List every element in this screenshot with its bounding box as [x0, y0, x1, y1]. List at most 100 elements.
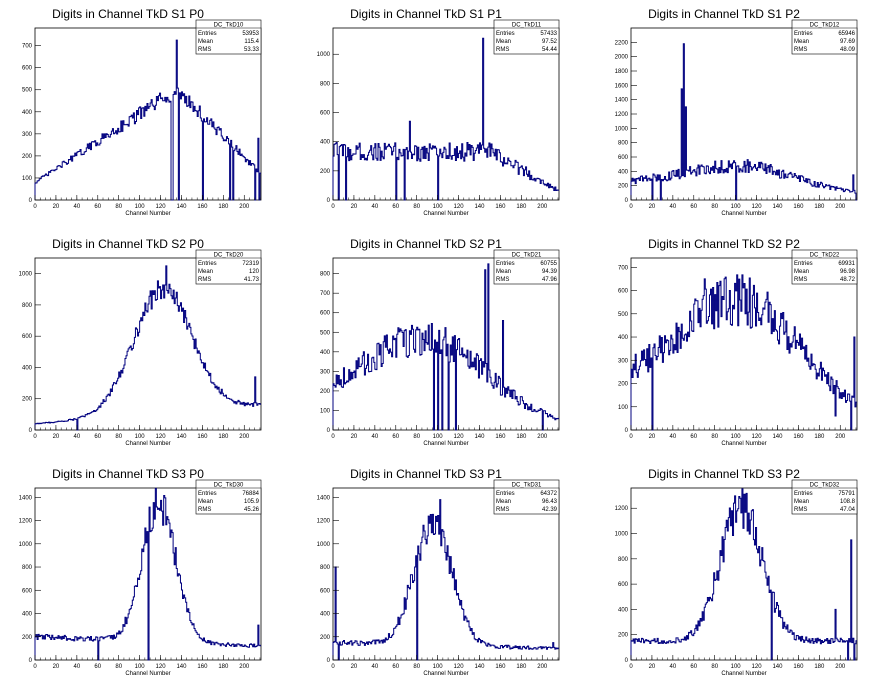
- stats-key: RMS: [198, 47, 211, 53]
- x-tick-label: 140: [772, 204, 783, 210]
- y-tick-label: 400: [320, 140, 331, 146]
- plot-frame: [34, 27, 262, 201]
- x-tick-label: 180: [218, 204, 229, 210]
- plot-frame: [630, 257, 858, 431]
- x-tick-label: 60: [94, 204, 101, 210]
- stats-key: Entries: [198, 31, 217, 37]
- stats-key: RMS: [496, 507, 509, 513]
- y-tick-label: 1400: [19, 495, 33, 501]
- x-tick-label: 80: [711, 664, 718, 670]
- x-tick-label: 100: [135, 204, 146, 210]
- x-axis-label: Channel Number: [423, 211, 468, 217]
- x-tick-label: 180: [218, 664, 229, 670]
- histogram-line: [332, 499, 559, 661]
- y-tick-label: 1200: [615, 506, 629, 512]
- x-tick-label: 120: [156, 434, 167, 440]
- plot-frame: [34, 257, 262, 431]
- x-tick-label: 20: [649, 664, 656, 670]
- y-tick-label: 600: [320, 588, 331, 594]
- x-tick-label: 0: [331, 434, 335, 440]
- x-tick-label: 120: [156, 204, 167, 210]
- x-tick-label: 160: [793, 434, 804, 440]
- y-tick-label: 600: [22, 66, 33, 72]
- stats-name: DC_TkD32: [810, 483, 840, 489]
- y-tick-label: 200: [320, 389, 331, 395]
- x-tick-label: 200: [835, 434, 846, 440]
- x-tick-label: 60: [690, 434, 697, 440]
- x-tick-label: 40: [670, 664, 677, 670]
- histogram-pad-6: Digits in Channel TkD S2 P2 0 20 40 60 80 100 1…: [596, 230, 894, 458]
- histogram-svg: Digits in Channel TkD S3 P0 0 20 40 60 80 100 1…: [19, 467, 262, 677]
- x-axis-label: Channel Number: [125, 671, 170, 677]
- y-tick-label: 200: [618, 633, 629, 639]
- y-tick-label: 100: [320, 408, 331, 414]
- stats-value: 105.9: [244, 499, 260, 505]
- x-tick-label: 180: [516, 204, 527, 210]
- stats-value: 65946: [838, 31, 855, 37]
- plot-title: Digits in Channel TkD S1 P0: [52, 7, 204, 21]
- histogram-line: [332, 263, 559, 431]
- x-tick-label: 160: [197, 204, 208, 210]
- stats-name: DC_TkD20: [214, 253, 244, 259]
- stats-value: 45.26: [244, 507, 260, 513]
- x-tick-label: 120: [752, 664, 763, 670]
- y-tick-label: 600: [618, 582, 629, 588]
- stats-key: Mean: [496, 499, 511, 505]
- stats-value: 41.73: [244, 277, 260, 283]
- y-tick-label: 400: [22, 110, 33, 116]
- x-tick-label: 20: [649, 204, 656, 210]
- stats-value: 75791: [838, 491, 855, 497]
- x-tick-label: 160: [495, 434, 506, 440]
- x-tick-label: 100: [731, 434, 742, 440]
- x-tick-label: 0: [331, 204, 335, 210]
- x-tick-label: 140: [772, 434, 783, 440]
- x-axis-label: Channel Number: [125, 441, 170, 447]
- stats-value: 97.69: [840, 39, 856, 45]
- x-tick-label: 200: [537, 664, 548, 670]
- x-tick-label: 100: [731, 664, 742, 670]
- y-tick-label: 1400: [615, 98, 629, 104]
- y-tick-label: 200: [22, 635, 33, 641]
- stats-name: DC_TkD12: [810, 23, 840, 29]
- plot-title: Digits in Channel TkD S1 P2: [648, 7, 800, 21]
- y-tick-label: 0: [29, 658, 33, 664]
- stats-key: Mean: [794, 499, 809, 505]
- y-tick-label: 400: [618, 607, 629, 613]
- y-tick-label: 0: [625, 658, 629, 664]
- y-tick-label: 0: [29, 198, 33, 204]
- x-tick-label: 140: [474, 204, 485, 210]
- y-tick-label: 800: [618, 557, 629, 563]
- stats-name: DC_TkD30: [214, 483, 244, 489]
- y-tick-label: 500: [22, 88, 33, 94]
- stats-key: RMS: [198, 277, 211, 283]
- y-tick-label: 0: [327, 428, 331, 434]
- y-tick-label: 0: [29, 428, 33, 434]
- histogram-pad-8: Digits in Channel TkD S3 P1 0 20 40 60 80 100 1…: [298, 460, 596, 688]
- y-tick-label: 800: [320, 272, 331, 278]
- histogram-line: [34, 265, 261, 431]
- y-tick-label: 400: [320, 350, 331, 356]
- x-tick-label: 40: [74, 204, 81, 210]
- plot-title: Digits in Channel TkD S3 P1: [350, 467, 502, 481]
- stats-key: RMS: [496, 47, 509, 53]
- y-tick-label: 100: [22, 176, 33, 182]
- histogram-svg: Digits in Channel TkD S3 P2 0 20 40 60 80 100 1…: [615, 467, 858, 677]
- y-tick-label: 400: [320, 612, 331, 618]
- x-tick-label: 160: [793, 664, 804, 670]
- y-tick-label: 400: [618, 335, 629, 341]
- y-tick-label: 800: [22, 303, 33, 309]
- x-tick-label: 200: [835, 204, 846, 210]
- y-tick-label: 200: [618, 184, 629, 190]
- x-tick-label: 140: [772, 664, 783, 670]
- histogram-line: [34, 487, 261, 661]
- x-tick-label: 200: [239, 664, 250, 670]
- histogram-svg: Digits in Channel TkD S2 P0 0 20 40 60 80 100 1…: [19, 237, 262, 447]
- x-tick-label: 80: [115, 204, 122, 210]
- stats-key: Entries: [794, 261, 813, 267]
- x-tick-label: 180: [814, 664, 825, 670]
- y-tick-label: 1000: [19, 272, 33, 278]
- x-tick-label: 80: [413, 434, 420, 440]
- y-tick-label: 700: [618, 265, 629, 271]
- x-tick-label: 140: [176, 664, 187, 670]
